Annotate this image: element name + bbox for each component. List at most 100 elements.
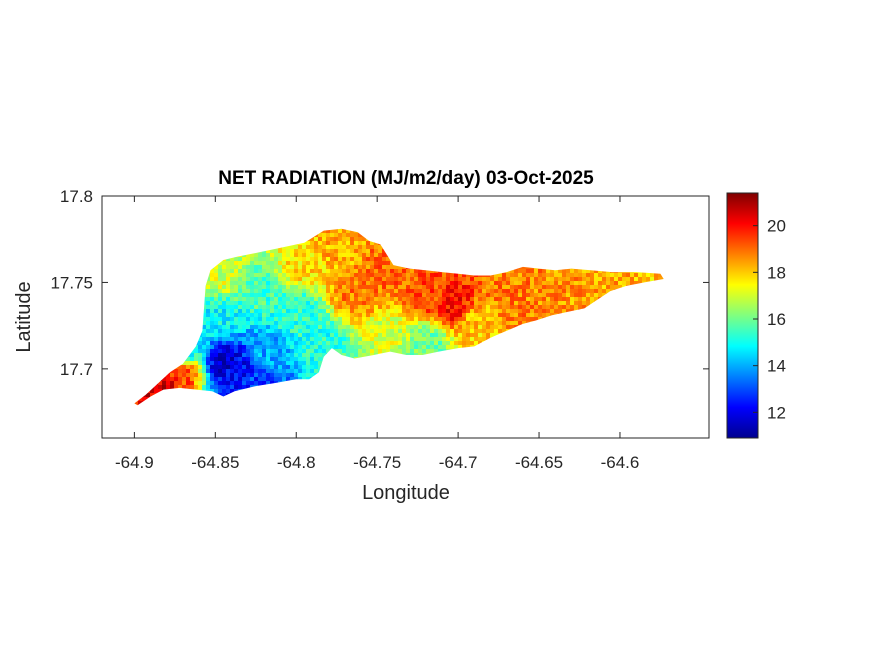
field-cell	[362, 269, 366, 273]
field-cell	[406, 229, 410, 233]
field-cell	[238, 281, 242, 285]
field-cell	[226, 309, 230, 313]
field-cell	[170, 269, 174, 273]
field-cell	[558, 329, 562, 333]
field-cell	[626, 285, 630, 289]
field-cell	[606, 349, 610, 353]
field-cell	[634, 349, 638, 353]
field-cell	[318, 329, 322, 333]
field-cell	[382, 289, 386, 293]
field-cell	[466, 289, 470, 293]
field-cell	[166, 349, 170, 353]
field-cell	[566, 357, 570, 361]
field-cell	[206, 337, 210, 341]
field-cell	[482, 261, 486, 265]
field-cell	[370, 293, 374, 297]
field-cell	[598, 293, 602, 297]
field-cell	[498, 329, 502, 333]
field-cell	[126, 237, 130, 241]
field-cell	[514, 333, 518, 337]
field-cell	[506, 329, 510, 333]
field-cell	[210, 281, 214, 285]
field-cell	[618, 281, 622, 285]
field-cell	[254, 269, 258, 273]
field-cell	[362, 285, 366, 289]
field-cell	[610, 273, 614, 277]
field-cell	[430, 269, 434, 273]
field-cell	[398, 321, 402, 325]
field-cell	[206, 357, 210, 361]
field-cell	[634, 317, 638, 321]
field-cell	[410, 329, 414, 333]
field-cell	[234, 293, 238, 297]
field-cell	[366, 253, 370, 257]
field-cell	[130, 305, 134, 309]
field-cell	[458, 265, 462, 269]
field-cell	[394, 309, 398, 313]
field-cell	[442, 253, 446, 257]
field-cell	[594, 353, 598, 357]
field-cell	[294, 325, 298, 329]
field-cell	[558, 297, 562, 301]
field-cell	[490, 293, 494, 297]
field-cell	[462, 357, 466, 361]
field-cell	[178, 345, 182, 349]
field-cell	[282, 257, 286, 261]
field-cell	[238, 225, 242, 229]
field-cell	[370, 349, 374, 353]
field-cell	[646, 261, 650, 265]
field-cell	[282, 297, 286, 301]
field-cell	[214, 253, 218, 257]
field-cell	[342, 349, 346, 353]
field-cell	[602, 237, 606, 241]
field-cell	[322, 353, 326, 357]
field-cell	[338, 253, 342, 257]
field-cell	[530, 221, 534, 225]
field-cell	[226, 225, 230, 229]
field-cell	[174, 289, 178, 293]
field-cell	[410, 269, 414, 273]
field-cell	[634, 337, 638, 341]
field-cell	[202, 349, 206, 353]
field-cell	[358, 237, 362, 241]
field-cell	[538, 321, 542, 325]
field-cell	[614, 313, 618, 317]
field-cell	[298, 249, 302, 253]
field-cell	[206, 365, 210, 369]
field-cell	[646, 357, 650, 361]
field-cell	[482, 281, 486, 285]
field-cell	[174, 245, 178, 249]
field-cell	[262, 249, 266, 253]
field-cell	[590, 325, 594, 329]
field-cell	[382, 253, 386, 257]
field-cell	[330, 273, 334, 277]
field-cell	[150, 333, 154, 337]
field-cell	[414, 341, 418, 345]
field-cell	[226, 237, 230, 241]
field-cell	[578, 293, 582, 297]
field-cell	[298, 297, 302, 301]
field-cell	[534, 277, 538, 281]
field-cell	[162, 321, 166, 325]
field-cell	[534, 337, 538, 341]
field-cell	[170, 317, 174, 321]
field-cell	[358, 289, 362, 293]
field-cell	[606, 233, 610, 237]
field-cell	[550, 349, 554, 353]
field-cell	[158, 241, 162, 245]
field-cell	[218, 229, 222, 233]
field-cell	[318, 317, 322, 321]
field-cell	[402, 285, 406, 289]
field-cell	[482, 317, 486, 321]
field-cell	[178, 289, 182, 293]
field-cell	[518, 313, 522, 317]
field-cell	[634, 345, 638, 349]
field-cell	[354, 229, 358, 233]
field-cell	[610, 361, 614, 365]
field-cell	[402, 245, 406, 249]
field-cell	[522, 229, 526, 233]
field-cell	[594, 225, 598, 229]
field-cell	[566, 349, 570, 353]
field-cell	[306, 241, 310, 245]
field-cell	[646, 225, 650, 229]
